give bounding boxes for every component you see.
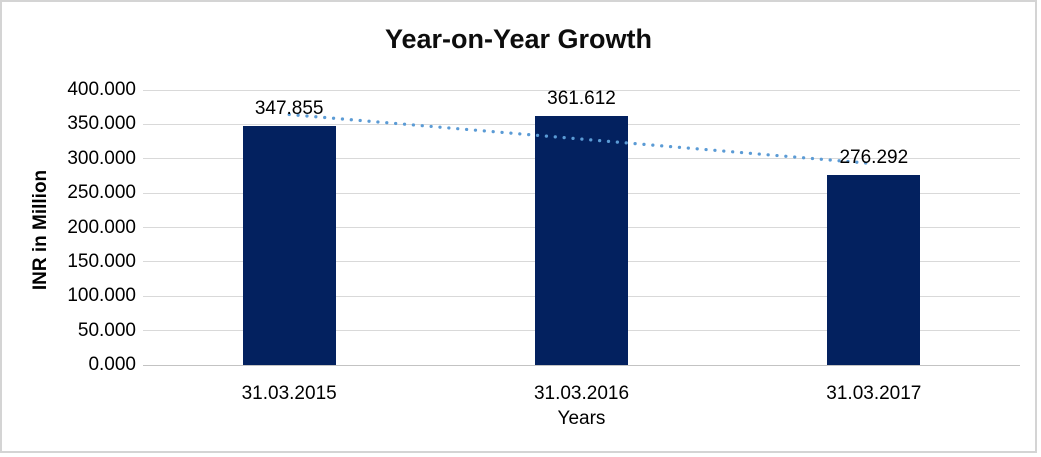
x-tick-label: 31.03.2016 <box>533 383 630 404</box>
y-tick-label: 400.000 <box>67 79 136 100</box>
chart-bar-31-03-2016 <box>535 116 628 365</box>
x-axis-line <box>143 364 1020 366</box>
x-tick-label: 31.03.2017 <box>826 383 922 404</box>
gridline <box>143 89 1020 91</box>
y-tick-label: 350.000 <box>67 113 136 135</box>
y-tick-label: 100.000 <box>67 285 136 307</box>
bar-data-label: 276.292 <box>839 147 909 169</box>
y-tick-label: 50.000 <box>77 319 136 341</box>
y-tick-label: 250.000 <box>67 182 136 204</box>
x-axis-title: Years <box>557 408 606 429</box>
y-tick-label: 150.000 <box>67 250 136 272</box>
x-tick-label: 31.03.2015 <box>241 383 337 404</box>
bar-data-label: 361.612 <box>547 88 616 110</box>
y-tick-label: 300.000 <box>67 147 136 169</box>
chart-bar-31-03-2015 <box>242 125 336 365</box>
y-tick-label: 200.000 <box>67 216 136 238</box>
chart-bar-31-03-2017 <box>827 175 921 365</box>
bar-data-label: 347.855 <box>254 97 324 119</box>
chart-title: Year-on-Year Growth <box>384 24 653 54</box>
y-tick-label: 0.000 <box>88 354 136 375</box>
